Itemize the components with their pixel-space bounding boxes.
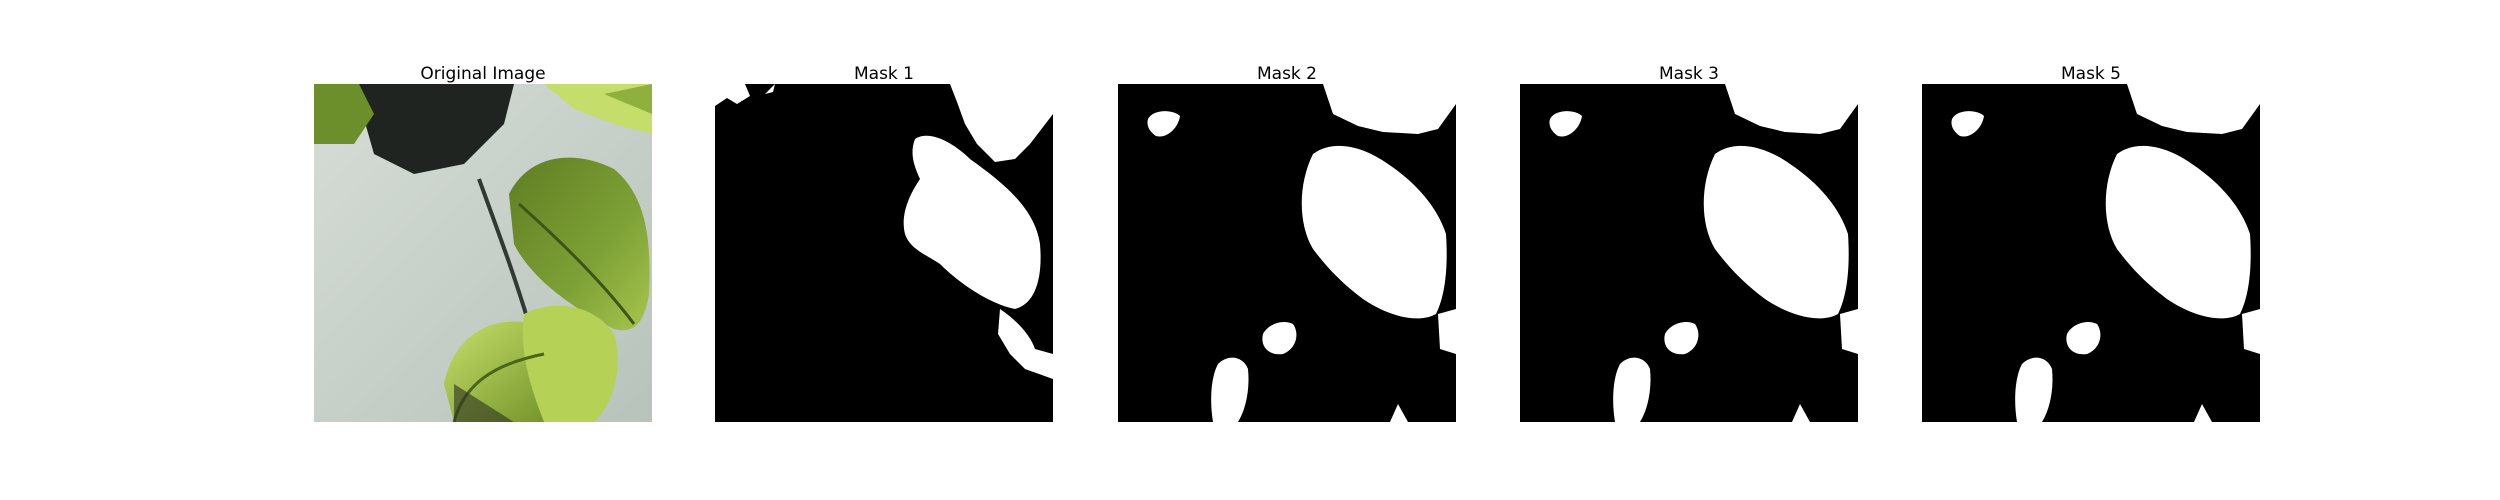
panel-title: Mask 2 bbox=[1256, 64, 1317, 84]
mask-1-image bbox=[715, 84, 1053, 422]
mask-5-panel: Mask 5 bbox=[1922, 63, 2260, 422]
mask-1-panel: Mask 1 bbox=[715, 63, 1053, 422]
original-image bbox=[314, 84, 652, 422]
mask-2-image bbox=[1118, 84, 1456, 422]
panel-title: Mask 3 bbox=[1658, 64, 1719, 84]
mask-2-panel: Mask 2 bbox=[1118, 63, 1456, 422]
mask-5-image bbox=[1922, 84, 2260, 422]
panel-title: Original Image bbox=[420, 64, 546, 84]
panel-title: Mask 5 bbox=[2060, 64, 2121, 84]
original-image-panel: Original Image bbox=[314, 63, 652, 422]
panel-title: Mask 1 bbox=[853, 64, 914, 84]
mask-3-panel: Mask 3 bbox=[1520, 63, 1858, 422]
mask-3-image bbox=[1520, 84, 1858, 422]
